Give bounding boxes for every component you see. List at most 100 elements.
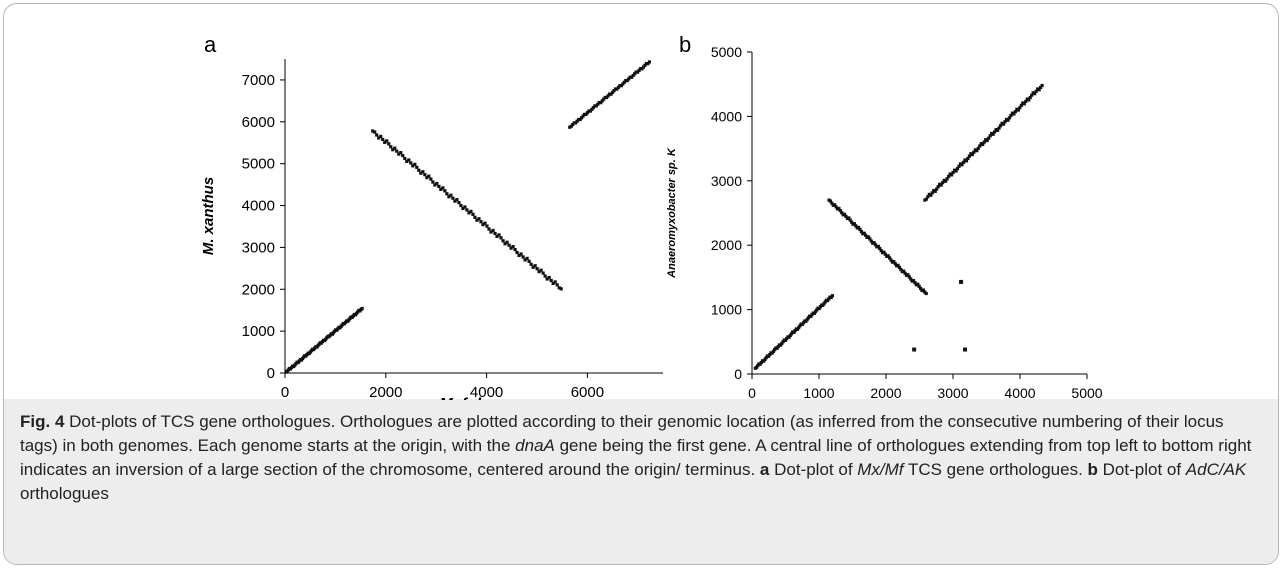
data-point <box>838 208 842 213</box>
caption-text: orthologues <box>20 484 109 503</box>
data-point <box>957 164 961 168</box>
data-point <box>588 109 593 113</box>
data-point <box>579 116 584 120</box>
data-point <box>947 174 951 179</box>
data-point <box>773 348 777 352</box>
data-point <box>459 203 463 208</box>
data-point <box>976 146 980 150</box>
data-point <box>395 149 399 153</box>
data-point <box>633 72 637 76</box>
data-point <box>397 152 401 156</box>
data-point <box>501 239 505 243</box>
data-point <box>967 154 971 158</box>
data-point <box>1003 120 1007 124</box>
data-point <box>892 260 896 264</box>
data-point <box>449 193 453 197</box>
data-point <box>951 170 955 175</box>
data-point <box>581 114 585 118</box>
data-point <box>549 278 553 283</box>
data-point <box>852 222 856 226</box>
data-point <box>978 144 982 148</box>
data-point <box>825 298 830 303</box>
data-point <box>575 119 579 123</box>
caption-figure-label: Fig. 4 <box>20 412 65 431</box>
data-point <box>785 337 789 341</box>
y-tick-label: 3000 <box>711 173 742 189</box>
data-point <box>557 286 561 290</box>
data-point <box>479 220 483 224</box>
data-point <box>525 256 529 261</box>
data-point <box>467 211 471 215</box>
data-point <box>1018 106 1022 110</box>
data-point <box>585 111 590 115</box>
data-point <box>360 306 364 311</box>
data-point <box>889 258 893 262</box>
data-point <box>421 170 425 174</box>
y-tick-label: 3000 <box>242 239 275 256</box>
data-point <box>930 191 934 195</box>
data-point <box>854 224 858 228</box>
data-point <box>643 63 647 67</box>
data-point <box>842 212 847 216</box>
data-point <box>926 195 930 199</box>
data-point <box>499 236 503 240</box>
x-axis-label: M. fulvus <box>439 396 508 400</box>
data-point <box>997 126 1001 130</box>
data-point <box>646 62 650 66</box>
data-point <box>771 349 776 354</box>
data-point <box>441 186 445 190</box>
data-point <box>596 102 600 106</box>
data-point <box>435 181 439 186</box>
data-point <box>813 310 818 314</box>
data-point <box>401 153 405 158</box>
data-point <box>793 329 797 333</box>
data-point <box>789 332 794 336</box>
dot-plot-b: 0 1000 2000 3000 4000 5000 0 1000 2000 3000 4000 50… <box>666 32 1103 400</box>
data-point <box>491 228 495 233</box>
data-point <box>787 335 791 339</box>
data-point <box>770 351 774 355</box>
data-point <box>594 104 598 108</box>
data-point <box>847 216 851 220</box>
y-tick-label: 2000 <box>242 281 275 298</box>
data-point <box>902 269 906 273</box>
data-point <box>1027 98 1031 102</box>
data-point <box>970 153 974 157</box>
data-point <box>911 278 916 283</box>
data-point <box>998 124 1003 128</box>
data-point <box>616 85 621 89</box>
data-point <box>387 142 391 146</box>
data-point <box>869 239 873 243</box>
data-point <box>547 275 551 280</box>
data-point <box>465 208 469 212</box>
data-point <box>882 250 886 254</box>
data-point <box>471 212 475 216</box>
data-point <box>987 136 991 140</box>
data-point <box>381 137 385 142</box>
data-point <box>439 187 443 191</box>
data-point <box>859 230 864 234</box>
data-point <box>944 179 948 183</box>
data-point <box>533 264 537 268</box>
data-point <box>941 181 945 185</box>
data-point <box>821 303 825 308</box>
data-point <box>627 77 631 81</box>
y-tick-label: 4000 <box>242 198 275 215</box>
data-point <box>483 221 487 225</box>
data-point <box>810 313 814 317</box>
x-tick-label: 2000 <box>369 384 402 400</box>
data-point <box>1009 113 1013 118</box>
data-point <box>569 124 573 128</box>
data-point <box>509 246 513 250</box>
data-point <box>912 347 917 352</box>
data-point <box>574 121 578 125</box>
data-point <box>1007 116 1012 120</box>
data-point <box>571 122 575 127</box>
data-point <box>991 132 995 136</box>
data-point <box>781 340 785 344</box>
y-tick-label: 5000 <box>711 44 742 60</box>
data-point <box>955 167 960 171</box>
data-point <box>619 84 623 88</box>
data-point <box>447 195 451 199</box>
data-point <box>487 227 491 231</box>
